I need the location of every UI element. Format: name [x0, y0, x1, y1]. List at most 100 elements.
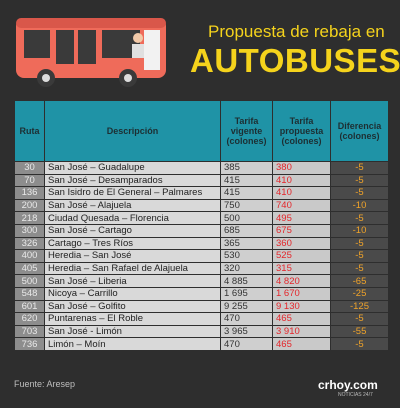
- table-cell: San José – Alajuela: [44, 198, 221, 213]
- title-main: AUTOBUSES: [190, 42, 400, 79]
- table-cell: Cartago – Tres Ríos: [44, 236, 221, 251]
- table-cell: 326: [14, 236, 45, 251]
- table-cell: 530: [220, 249, 273, 263]
- table-row: 136 San Isidro de El General – Palmares 41…: [14, 186, 389, 200]
- table-cell: 500: [220, 211, 273, 225]
- logo: crhoy.com: [318, 378, 378, 392]
- table-cell: 365: [220, 236, 273, 251]
- table-cell: -5: [330, 261, 389, 276]
- table-cell: 620: [14, 312, 45, 326]
- table-cell: 415: [220, 173, 273, 188]
- table-cell: 30: [14, 161, 45, 175]
- table-cell: 470: [220, 337, 273, 351]
- table-row: 500 San José – Liberia 4 885 4 820 -65: [14, 274, 389, 288]
- table-cell: -10: [330, 223, 389, 238]
- logo-tagline: NOTICIAS 24/7: [338, 392, 373, 398]
- table-cell: 601: [14, 299, 45, 314]
- table-cell: 525: [272, 249, 331, 263]
- table-cell: Ciudad Quesada – Florencia: [44, 211, 221, 225]
- table-cell: 465: [272, 337, 331, 351]
- table-cell: 750: [220, 198, 273, 213]
- table-cell: Limón – Moín: [44, 337, 221, 351]
- table-row: 548 Nicoya – Carrillo 1 695 1 670 -25: [14, 286, 389, 301]
- table-cell: Nicoya – Carrillo: [44, 286, 221, 301]
- table-cell: San José – Cartago: [44, 223, 221, 238]
- table-cell: 740: [272, 198, 331, 213]
- table-cell: -25: [330, 286, 389, 301]
- table-cell: 400: [14, 249, 45, 263]
- table-cell: San José – Desamparados: [44, 173, 221, 188]
- table-cell: 500: [14, 274, 45, 288]
- table-cell: 3 965: [220, 324, 273, 339]
- table-cell: -5: [330, 186, 389, 200]
- table-row: 736 Limón – Moín 470 465 -5: [14, 337, 389, 351]
- table-cell: 4 820: [272, 274, 331, 288]
- table-row: 200 San José – Alajuela 750 740 -10: [14, 198, 389, 213]
- table-cell: 3 910: [272, 324, 331, 339]
- table-cell: -5: [330, 211, 389, 225]
- table-cell: 385: [220, 161, 273, 175]
- table-cell: 1 670: [272, 286, 331, 301]
- table-cell: Heredia – San Rafael de Alajuela: [44, 261, 221, 276]
- table-cell: -55: [330, 324, 389, 339]
- source: Fuente: Aresep: [14, 379, 76, 389]
- table-cell: 200: [14, 198, 45, 213]
- table-cell: San José - Limón: [44, 324, 221, 339]
- fare-table: Ruta Descripción Tarifa vigente (colones) T…: [14, 100, 389, 351]
- table-row: 300 San José – Cartago 685 675 -10: [14, 223, 389, 238]
- table-cell: -5: [330, 173, 389, 188]
- table-cell: 380: [272, 161, 331, 175]
- table-cell: San José – Guadalupe: [44, 161, 221, 175]
- table-row: 601 San José – Golfito 9 255 9 130 -125: [14, 299, 389, 314]
- table-cell: San José – Liberia: [44, 274, 221, 288]
- table-cell: -5: [330, 312, 389, 326]
- table-cell: 415: [220, 186, 273, 200]
- title-line: Propuesta de rebaja en: [208, 22, 385, 41]
- table-cell: 685: [220, 223, 273, 238]
- column-header: Ruta: [14, 100, 45, 162]
- table-cell: 470: [220, 312, 273, 326]
- table-cell: -5: [330, 236, 389, 251]
- table-row: 620 Puntarenas – El Roble 470 465 -5: [14, 312, 389, 326]
- table-cell: 70: [14, 173, 45, 188]
- table-cell: 548: [14, 286, 45, 301]
- table-cell: 495: [272, 211, 331, 225]
- column-header: Descripción: [44, 100, 221, 162]
- table-row: 400 Heredia – San José 530 525 -5: [14, 249, 389, 263]
- table-cell: -5: [330, 161, 389, 175]
- table-cell: 360: [272, 236, 331, 251]
- table-cell: -65: [330, 274, 389, 288]
- table-cell: 736: [14, 337, 45, 351]
- table-row: 326 Cartago – Tres Ríos 365 360 -5: [14, 236, 389, 251]
- table-cell: 9 130: [272, 299, 331, 314]
- table-row: 70 San José – Desamparados 415 410 -5: [14, 173, 389, 188]
- table-cell: 320: [220, 261, 273, 276]
- table-cell: 410: [272, 186, 331, 200]
- table-cell: -5: [330, 337, 389, 351]
- table-cell: San José – Golfito: [44, 299, 221, 314]
- table-cell: Heredia – San José: [44, 249, 221, 263]
- table-cell: 218: [14, 211, 45, 225]
- table-cell: 1 695: [220, 286, 273, 301]
- table-cell: 4 885: [220, 274, 273, 288]
- column-header: Diferencia (colones): [330, 100, 389, 162]
- table-cell: -10: [330, 198, 389, 213]
- table-cell: 9 255: [220, 299, 273, 314]
- header-row: Ruta Descripción Tarifa vigente (colones) T…: [14, 100, 389, 162]
- bus-illustration: [16, 18, 166, 87]
- table-cell: 675: [272, 223, 331, 238]
- table-body: 30 San José – Guadalupe 385 380 -5 70 San José…: [14, 161, 389, 351]
- table-row: 703 San José - Limón 3 965 3 910 -55: [14, 324, 389, 339]
- table-row: 218 Ciudad Quesada – Florencia 500 495 -5: [14, 211, 389, 225]
- column-header: Tarifa vigente (colones): [220, 100, 273, 162]
- table-cell: 315: [272, 261, 331, 276]
- table-row: 405 Heredia – San Rafael de Alajuela 320 31…: [14, 261, 389, 276]
- table-cell: 405: [14, 261, 45, 276]
- table-cell: 410: [272, 173, 331, 188]
- table-cell: Puntarenas – El Roble: [44, 312, 221, 326]
- table-cell: 465: [272, 312, 331, 326]
- table-cell: 703: [14, 324, 45, 339]
- table-cell: -5: [330, 249, 389, 263]
- table-cell: 136: [14, 186, 45, 200]
